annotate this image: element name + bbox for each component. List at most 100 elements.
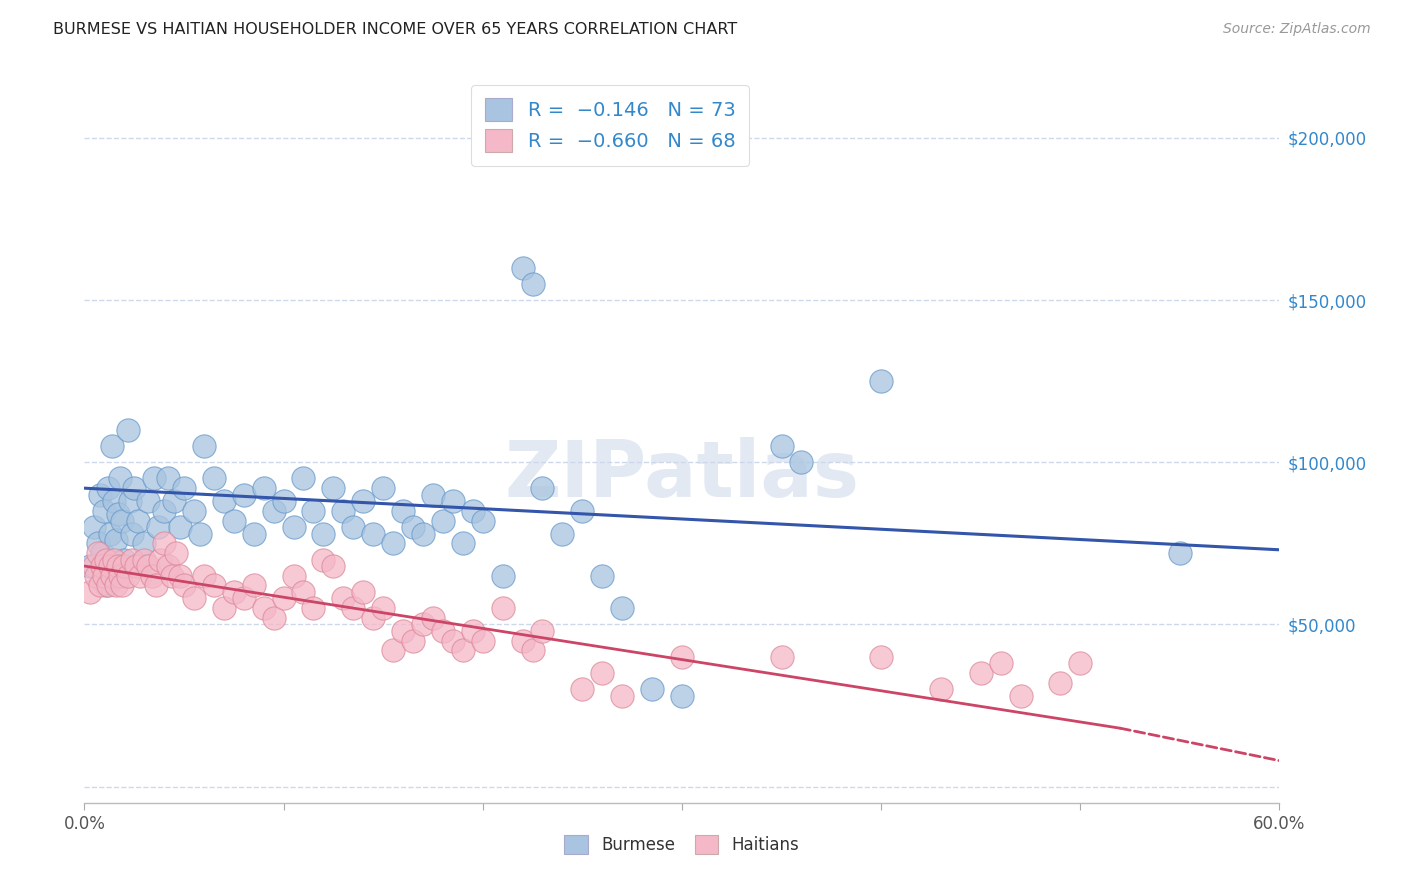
Point [163, 494, 186, 508]
Point [273, 591, 295, 606]
Point [111, 514, 134, 528]
Point [402, 633, 425, 648]
Point [105, 578, 128, 592]
Point [441, 494, 464, 508]
Point [402, 520, 425, 534]
Point [125, 559, 148, 574]
Point [83, 520, 105, 534]
Point [342, 520, 364, 534]
Point [222, 585, 245, 599]
Point [212, 494, 235, 508]
Point [87, 536, 110, 550]
Point [132, 552, 156, 566]
Point [929, 682, 952, 697]
Point [451, 536, 474, 550]
Point [382, 536, 405, 550]
Point [671, 689, 693, 703]
Point [253, 601, 276, 615]
Point [222, 514, 245, 528]
Point [441, 633, 464, 648]
Text: ZIPatlas: ZIPatlas [505, 436, 859, 513]
Point [591, 568, 613, 582]
Point [141, 568, 163, 582]
Point [512, 633, 534, 648]
Point [392, 624, 415, 638]
Point [93, 504, 115, 518]
Point [96, 578, 118, 592]
Point [107, 507, 129, 521]
Point [970, 666, 993, 681]
Point [91, 546, 114, 560]
Point [461, 504, 484, 518]
Point [169, 568, 191, 582]
Point [461, 624, 484, 638]
Point [361, 611, 384, 625]
Point [641, 682, 664, 697]
Point [122, 481, 145, 495]
Point [332, 591, 354, 606]
Point [143, 471, 166, 485]
Point [89, 578, 111, 592]
Point [302, 601, 325, 615]
Point [132, 536, 156, 550]
Legend: Burmese, Haitians: Burmese, Haitians [555, 826, 808, 863]
Point [112, 552, 135, 566]
Text: BURMESE VS HAITIAN HOUSEHOLDER INCOME OVER 65 YEARS CORRELATION CHART: BURMESE VS HAITIAN HOUSEHOLDER INCOME OV… [53, 22, 738, 37]
Point [471, 514, 494, 528]
Point [173, 578, 195, 592]
Point [422, 611, 444, 625]
Point [188, 526, 211, 541]
Point [790, 455, 813, 469]
Point [183, 504, 205, 518]
Point [79, 559, 101, 574]
Point [136, 559, 159, 574]
Point [471, 633, 494, 648]
Point [770, 649, 793, 664]
Point [97, 578, 120, 592]
Point [91, 559, 114, 574]
Point [1049, 675, 1071, 690]
Point [770, 439, 793, 453]
Point [96, 552, 118, 566]
Point [202, 578, 225, 592]
Point [129, 568, 152, 582]
Point [107, 559, 129, 574]
Point [157, 559, 180, 574]
Point [312, 552, 335, 566]
Point [1010, 689, 1032, 703]
Point [322, 481, 344, 495]
Point [342, 601, 364, 615]
Point [146, 520, 169, 534]
Point [322, 559, 344, 574]
Point [111, 578, 134, 592]
Point [157, 471, 180, 485]
Point [531, 624, 554, 638]
Point [591, 666, 613, 681]
Point [361, 526, 384, 541]
Point [870, 374, 893, 388]
Point [412, 617, 434, 632]
Point [149, 552, 172, 566]
Point [451, 643, 474, 657]
Point [112, 559, 135, 574]
Point [103, 494, 125, 508]
Point [79, 585, 101, 599]
Point [492, 601, 515, 615]
Point [105, 533, 128, 547]
Point [87, 546, 110, 560]
Point [153, 536, 176, 550]
Point [522, 277, 544, 291]
Point [1168, 546, 1191, 560]
Point [253, 481, 276, 495]
Point [232, 488, 254, 502]
Point [990, 657, 1012, 671]
Point [263, 504, 285, 518]
Point [432, 624, 454, 638]
Text: Source: ZipAtlas.com: Source: ZipAtlas.com [1223, 22, 1371, 37]
Point [93, 568, 115, 582]
Point [165, 546, 187, 560]
Point [492, 568, 515, 582]
Point [531, 481, 554, 495]
Point [183, 591, 205, 606]
Point [382, 643, 405, 657]
